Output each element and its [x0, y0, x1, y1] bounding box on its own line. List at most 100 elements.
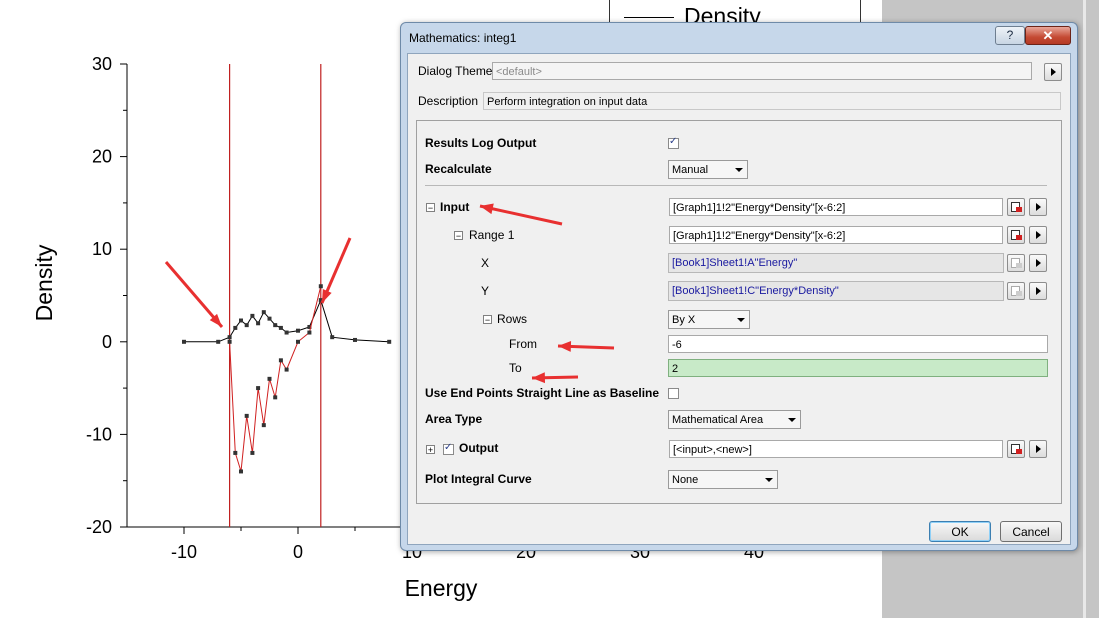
range1-field[interactable]: [Graph1]1!2"Energy*Density"[x-6:2]	[669, 226, 1003, 244]
x-axis-title: Energy	[405, 575, 478, 601]
data-point	[216, 339, 221, 344]
area-type-value: Mathematical Area	[672, 414, 764, 426]
input-label: Input	[440, 200, 470, 214]
data-point	[244, 323, 249, 328]
chevron-down-icon	[735, 168, 743, 172]
rows-value: By X	[672, 314, 696, 326]
x-label: X	[481, 256, 490, 270]
y-menu-button[interactable]	[1029, 282, 1047, 300]
chevron-down-icon	[737, 318, 745, 322]
description-field: Perform integration on input data	[483, 92, 1061, 110]
description-label: Description	[418, 94, 479, 108]
theme-combo[interactable]: <default>	[492, 62, 1032, 80]
output-field[interactable]: [<input>,<new>]	[669, 440, 1003, 458]
data-point	[278, 358, 283, 363]
expand-icon[interactable]: +	[426, 445, 435, 455]
series-line	[229, 286, 322, 472]
cancel-button[interactable]: Cancel	[1000, 521, 1062, 542]
data-point	[233, 450, 238, 455]
recalculate-select[interactable]: Manual	[668, 160, 748, 179]
select-range-icon[interactable]	[1007, 282, 1025, 300]
results-log-checkbox[interactable]	[668, 136, 679, 149]
results-log-label: Results Log Output	[425, 136, 537, 150]
data-point	[250, 450, 255, 455]
data-point	[227, 339, 232, 344]
y-axis-title: Density	[31, 244, 57, 321]
help-button[interactable]: ?	[995, 26, 1025, 45]
rows-label: Rows	[497, 312, 528, 326]
data-point	[273, 323, 278, 328]
output-label: Output	[459, 441, 499, 455]
data-point	[353, 337, 357, 342]
data-point	[296, 328, 300, 333]
data-point	[318, 298, 323, 303]
chevron-down-icon	[788, 418, 796, 422]
data-point	[296, 339, 300, 344]
data-point	[261, 423, 266, 428]
divider	[425, 185, 1047, 186]
data-point	[256, 386, 261, 391]
y-tick-label: 10	[92, 239, 112, 259]
data-point	[318, 284, 323, 289]
baseline-checkbox[interactable]	[668, 388, 679, 399]
input-field[interactable]: [Graph1]1!2"Energy*Density"[x-6:2]	[669, 198, 1003, 216]
arrow-head	[322, 289, 332, 303]
chart-series	[182, 284, 392, 474]
data-point	[330, 335, 335, 340]
theme-menu-button[interactable]	[1044, 63, 1062, 81]
y-field[interactable]: [Book1]Sheet1!C"Energy*Density"	[668, 281, 1004, 301]
y-tick-label: -20	[86, 517, 112, 537]
data-point	[307, 324, 312, 329]
rows-select[interactable]: By X	[668, 310, 750, 329]
collapse-icon[interactable]: −	[454, 231, 463, 241]
select-range-icon[interactable]	[1007, 440, 1025, 458]
data-point	[239, 469, 243, 474]
data-point	[233, 325, 238, 330]
data-point	[284, 367, 289, 372]
to-field[interactable]: 2	[668, 359, 1048, 377]
collapse-icon[interactable]: −	[483, 315, 492, 325]
data-point	[182, 339, 186, 344]
output-menu-button[interactable]	[1029, 440, 1047, 458]
recalculate-label: Recalculate	[425, 162, 492, 176]
annotation-arrow	[164, 261, 224, 328]
dialog-body: Dialog Theme <default> Description Perfo…	[407, 53, 1071, 545]
plot-curve-select[interactable]: None	[668, 470, 778, 489]
x-tick-label: 0	[293, 542, 303, 562]
y-tick-label: -10	[86, 424, 112, 444]
data-point	[250, 313, 255, 318]
annotation-arrows	[164, 237, 352, 328]
input-menu-button[interactable]	[1029, 198, 1047, 216]
select-range-icon[interactable]	[1007, 226, 1025, 244]
data-point	[256, 321, 261, 326]
data-point	[261, 310, 266, 315]
data-point	[284, 330, 289, 335]
to-label: To	[509, 361, 522, 375]
y-label: Y	[481, 284, 490, 298]
theme-label: Dialog Theme	[418, 64, 493, 78]
collapse-icon[interactable]: −	[426, 203, 435, 213]
chevron-down-icon	[765, 478, 773, 482]
select-range-icon[interactable]	[1007, 254, 1025, 272]
x-menu-button[interactable]	[1029, 254, 1047, 272]
select-range-icon[interactable]	[1007, 198, 1025, 216]
x-field[interactable]: [Book1]Sheet1!A"Energy"	[668, 253, 1004, 273]
ok-button[interactable]: OK	[929, 521, 991, 542]
output-checkbox[interactable]	[443, 442, 454, 455]
y-tick-label: 30	[92, 54, 112, 74]
settings-panel: Results Log Output Recalculate Manual − …	[416, 120, 1062, 504]
data-point	[273, 395, 278, 400]
y-tick-label: 20	[92, 147, 112, 167]
area-type-select[interactable]: Mathematical Area	[668, 410, 801, 429]
close-button[interactable]: ✕	[1025, 26, 1071, 45]
range1-label: Range 1	[469, 228, 515, 242]
plot-curve-label: Plot Integral Curve	[425, 472, 532, 486]
range1-menu-button[interactable]	[1029, 226, 1047, 244]
y-tick-label: 0	[102, 332, 112, 352]
from-field[interactable]: -6	[668, 335, 1048, 353]
data-point	[244, 413, 249, 418]
legend-line-sample	[624, 17, 674, 18]
arrow-head	[209, 313, 222, 327]
data-point	[307, 330, 312, 335]
